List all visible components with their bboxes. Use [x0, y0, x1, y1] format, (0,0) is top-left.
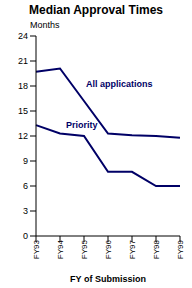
svg-text:FY97: FY97: [128, 239, 137, 259]
svg-text:24: 24: [18, 31, 28, 41]
svg-text:15: 15: [18, 106, 28, 116]
svg-text:12: 12: [18, 131, 28, 141]
svg-text:18: 18: [18, 81, 28, 91]
svg-text:FY of Submission: FY of Submission: [70, 274, 146, 284]
svg-text:FY93: FY93: [32, 239, 41, 259]
svg-text:All applications: All applications: [86, 79, 153, 89]
svg-text:FY98: FY98: [152, 239, 161, 259]
html-text:Months: Months: [30, 20, 60, 30]
svg-text:FY99: FY99: [176, 239, 184, 259]
svg-text:0: 0: [23, 231, 28, 241]
svg-text:Priority: Priority: [66, 120, 98, 130]
svg-text:FY96: FY96: [104, 239, 113, 259]
svg-text:21: 21: [18, 56, 28, 66]
svg-text:FY95: FY95: [80, 239, 89, 259]
svg-text:9: 9: [23, 156, 28, 166]
svg-text:3: 3: [23, 206, 28, 216]
svg-text:FY94: FY94: [56, 239, 65, 259]
html-text:Median Approval Times: Median Approval Times: [29, 3, 163, 17]
svg-text:6: 6: [23, 181, 28, 191]
